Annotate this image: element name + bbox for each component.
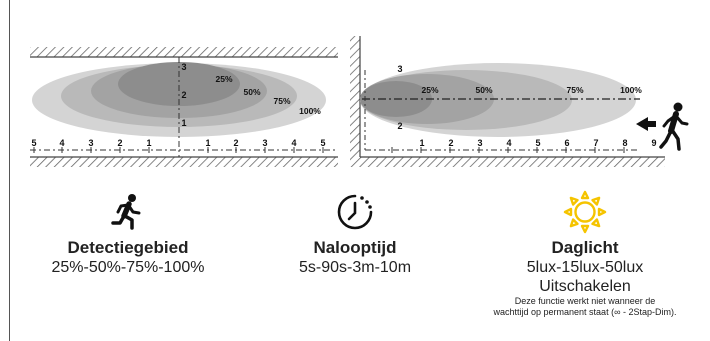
wall-hatch [350, 36, 360, 157]
side-tick-label: 5 [535, 138, 540, 148]
ceiling-diagram: 5 4 3 2 1 1 2 3 4 5 3 2 1 25% 50% 75% 100% [30, 47, 338, 167]
feature-note-line1: Deze functie werkt niet wanneer de [514, 296, 656, 306]
feature-title: Daglicht [551, 238, 619, 257]
feature-title: Detectiegebied [67, 238, 189, 257]
feature-value-secondary: Uitschakelen [539, 278, 631, 295]
feature-title: Nalooptijd [313, 238, 397, 257]
zone-label: 50% [475, 85, 492, 95]
height-tick-label: 3 [181, 62, 186, 72]
zone-label: 100% [620, 85, 642, 95]
feature-daylight: Daglicht 5lux-15lux-50lux Uitschakelen D… [470, 190, 700, 318]
height-tick-label: 2 [397, 121, 402, 131]
side-tick-label: 3 [262, 138, 267, 148]
wall-side-ticks: 1 2 3 4 5 6 7 8 9 [391, 138, 657, 153]
side-tick-label: 8 [622, 138, 627, 148]
zone-label: 100% [299, 106, 321, 116]
timer-icon [337, 194, 373, 230]
feature-delay-time: Nalooptijd 5s-90s-3m-10m [270, 192, 440, 277]
side-tick-label: 7 [593, 138, 598, 148]
side-tick-label: 2 [233, 138, 238, 148]
ceiling-side-ticks: 5 4 3 2 1 1 2 3 4 5 [31, 138, 326, 153]
ceiling-hatch [30, 47, 338, 57]
feature-value: 5lux-15lux-50lux [526, 259, 644, 276]
walking-person-icon [659, 102, 689, 151]
feature-value: 25%-50%-75%-100% [51, 259, 205, 276]
zone-label: 50% [243, 87, 260, 97]
zone-label: 25% [421, 85, 438, 95]
feature-note-line2: wachttijd op permanent staat (∞ - 2Stap-… [493, 307, 677, 317]
height-tick-label: 3 [397, 64, 402, 74]
side-tick-label: 5 [320, 138, 325, 148]
wall-floor-hatch [350, 157, 665, 167]
side-tick-label: 3 [477, 138, 482, 148]
floor-hatch [30, 157, 338, 167]
side-tick-label: 5 [31, 138, 36, 148]
side-tick-label: 4 [59, 138, 64, 148]
running-person-icon [111, 194, 141, 230]
side-tick-label: 4 [291, 138, 296, 148]
side-tick-label: 2 [448, 138, 453, 148]
height-tick-label: 2 [181, 90, 186, 100]
wall-height-ticks: 32 [397, 64, 402, 131]
ceiling-height-ticks: 3 2 1 [181, 62, 186, 128]
side-tick-label: 1 [419, 138, 424, 148]
side-tick-label: 6 [564, 138, 569, 148]
left-frame-line [9, 0, 10, 341]
side-tick-label: 1 [205, 138, 210, 148]
sun-icon [563, 190, 607, 234]
side-tick-label: 4 [506, 138, 511, 148]
wall-zone-labels: 25% 50% 75% 100% [421, 85, 642, 95]
zone-25 [118, 62, 240, 106]
side-tick-label: 3 [88, 138, 93, 148]
zone-label: 75% [273, 96, 290, 106]
zone-label: 75% [566, 85, 583, 95]
feature-detection-area: Detectiegebied 25%-50%-75%-100% [28, 192, 228, 277]
side-tick-label: 2 [117, 138, 122, 148]
height-tick-label: 1 [181, 118, 186, 128]
side-tick-label: 9 [651, 138, 656, 148]
side-tick-label: 1 [146, 138, 151, 148]
feature-value: 5s-90s-3m-10m [298, 259, 412, 276]
approach-arrow-icon [636, 117, 656, 131]
zone-label: 25% [215, 74, 232, 84]
ceiling-zone-labels: 25% 50% 75% 100% [215, 74, 321, 116]
